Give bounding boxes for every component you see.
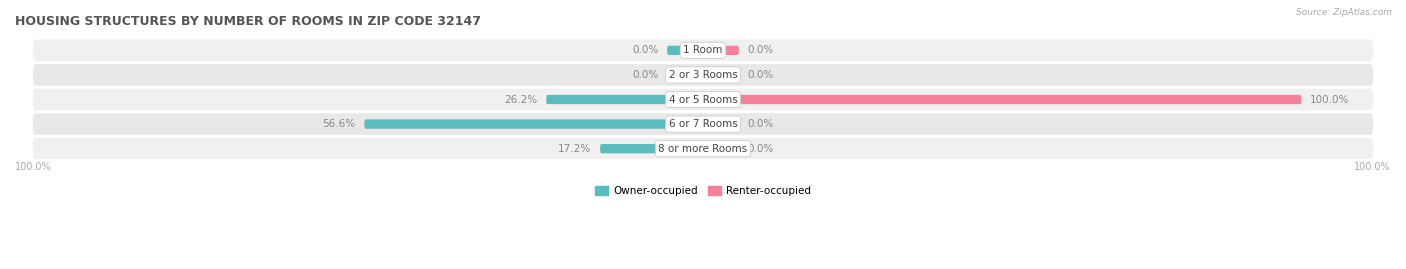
FancyBboxPatch shape <box>547 95 703 104</box>
FancyBboxPatch shape <box>32 64 1374 86</box>
Text: 26.2%: 26.2% <box>505 94 537 105</box>
FancyBboxPatch shape <box>703 144 740 153</box>
Text: 56.6%: 56.6% <box>322 119 356 129</box>
Text: 1 Room: 1 Room <box>683 45 723 55</box>
FancyBboxPatch shape <box>703 119 740 129</box>
FancyBboxPatch shape <box>32 138 1374 160</box>
FancyBboxPatch shape <box>600 144 703 153</box>
FancyBboxPatch shape <box>364 119 703 129</box>
Text: 100.0%: 100.0% <box>1310 94 1350 105</box>
FancyBboxPatch shape <box>32 40 1374 61</box>
Text: 2 or 3 Rooms: 2 or 3 Rooms <box>669 70 737 80</box>
Text: 100.0%: 100.0% <box>1354 162 1391 172</box>
FancyBboxPatch shape <box>666 70 703 80</box>
Text: HOUSING STRUCTURES BY NUMBER OF ROOMS IN ZIP CODE 32147: HOUSING STRUCTURES BY NUMBER OF ROOMS IN… <box>15 15 481 28</box>
Text: Source: ZipAtlas.com: Source: ZipAtlas.com <box>1296 8 1392 17</box>
Text: 100.0%: 100.0% <box>15 162 52 172</box>
Text: 0.0%: 0.0% <box>748 70 775 80</box>
Text: 6 or 7 Rooms: 6 or 7 Rooms <box>669 119 737 129</box>
FancyBboxPatch shape <box>703 70 740 80</box>
Text: 8 or more Rooms: 8 or more Rooms <box>658 144 748 154</box>
FancyBboxPatch shape <box>666 46 703 55</box>
Text: 0.0%: 0.0% <box>631 45 658 55</box>
Text: 4 or 5 Rooms: 4 or 5 Rooms <box>669 94 737 105</box>
Text: 17.2%: 17.2% <box>558 144 591 154</box>
FancyBboxPatch shape <box>32 89 1374 110</box>
FancyBboxPatch shape <box>32 113 1374 135</box>
Text: 0.0%: 0.0% <box>748 45 775 55</box>
Text: 0.0%: 0.0% <box>748 144 775 154</box>
Text: 0.0%: 0.0% <box>748 119 775 129</box>
FancyBboxPatch shape <box>703 46 740 55</box>
FancyBboxPatch shape <box>703 95 1302 104</box>
Legend: Owner-occupied, Renter-occupied: Owner-occupied, Renter-occupied <box>591 182 815 200</box>
Text: 0.0%: 0.0% <box>631 70 658 80</box>
